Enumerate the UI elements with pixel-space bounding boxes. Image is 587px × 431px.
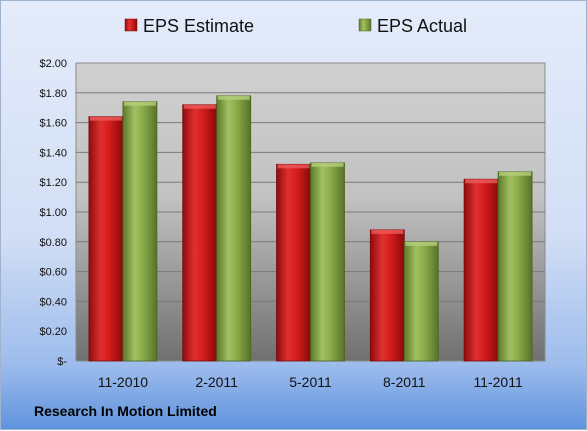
- y-tick-label: $0.80: [39, 237, 67, 249]
- legend-label-eps-actual: EPS Actual: [377, 16, 467, 36]
- legend-swatch-eps-estimate: [124, 18, 138, 32]
- bar-top-highlight: [217, 95, 250, 100]
- bars: [88, 95, 533, 362]
- bar-top-highlight: [123, 101, 156, 106]
- y-tick-label: $0.20: [39, 326, 67, 338]
- y-tick-label: $1.80: [39, 88, 67, 100]
- bar-top-highlight: [465, 179, 498, 184]
- x-tick-label: 8-2011: [383, 374, 426, 390]
- y-axis-ticks: $- $0.20 $0.40 $0.60 $0.80 $1.00 $1.20 $1.40 $1.…: [39, 58, 67, 368]
- x-tick-label: 2-2011: [195, 374, 238, 390]
- y-tick-label: $-: [57, 356, 67, 368]
- bar-eps-estimate-8-2011: [369, 229, 405, 362]
- bar-eps-actual-5-2011: [310, 162, 345, 362]
- bar-eps-actual-11-2011: [497, 171, 533, 362]
- bar-top-highlight: [311, 162, 344, 167]
- y-tick-label: $1.40: [39, 147, 67, 159]
- bar-top-highlight: [499, 171, 532, 176]
- legend: EPS Estimate EPS Actual: [124, 16, 467, 36]
- y-tick-label: $2.00: [39, 58, 67, 70]
- bar-top-highlight: [405, 241, 438, 246]
- y-tick-label: $1.60: [39, 118, 67, 130]
- x-tick-label: 11-2011: [473, 374, 523, 390]
- y-tick-label: $1.20: [39, 177, 67, 189]
- bar-top-highlight: [277, 164, 310, 169]
- x-axis-ticks: 11-2010 2-2011 5-2011 8-2011 11-2011: [98, 374, 523, 390]
- y-tick-label: $0.60: [39, 267, 67, 279]
- bar-eps-estimate-11-2010: [88, 116, 124, 362]
- bar-eps-actual-11-2010: [122, 101, 158, 362]
- y-tick-label: $1.00: [39, 207, 67, 219]
- x-tick-label: 11-2010: [98, 374, 149, 390]
- bar-top-highlight: [371, 229, 404, 234]
- bar-eps-estimate-2-2011: [182, 104, 218, 362]
- company-label: Research In Motion Limited: [34, 403, 217, 419]
- bar-eps-estimate-5-2011: [276, 163, 311, 362]
- legend-label-eps-estimate: EPS Estimate: [143, 16, 254, 36]
- bar-eps-actual-2-2011: [216, 95, 252, 362]
- bar-top-highlight: [183, 104, 216, 109]
- bar-eps-estimate-11-2011: [463, 178, 499, 362]
- bar-eps-actual-8-2011: [403, 241, 439, 362]
- bar-top-highlight: [89, 116, 122, 121]
- x-tick-label: 5-2011: [289, 374, 332, 390]
- legend-swatch-eps-actual: [358, 18, 372, 32]
- y-tick-label: $0.40: [39, 296, 67, 308]
